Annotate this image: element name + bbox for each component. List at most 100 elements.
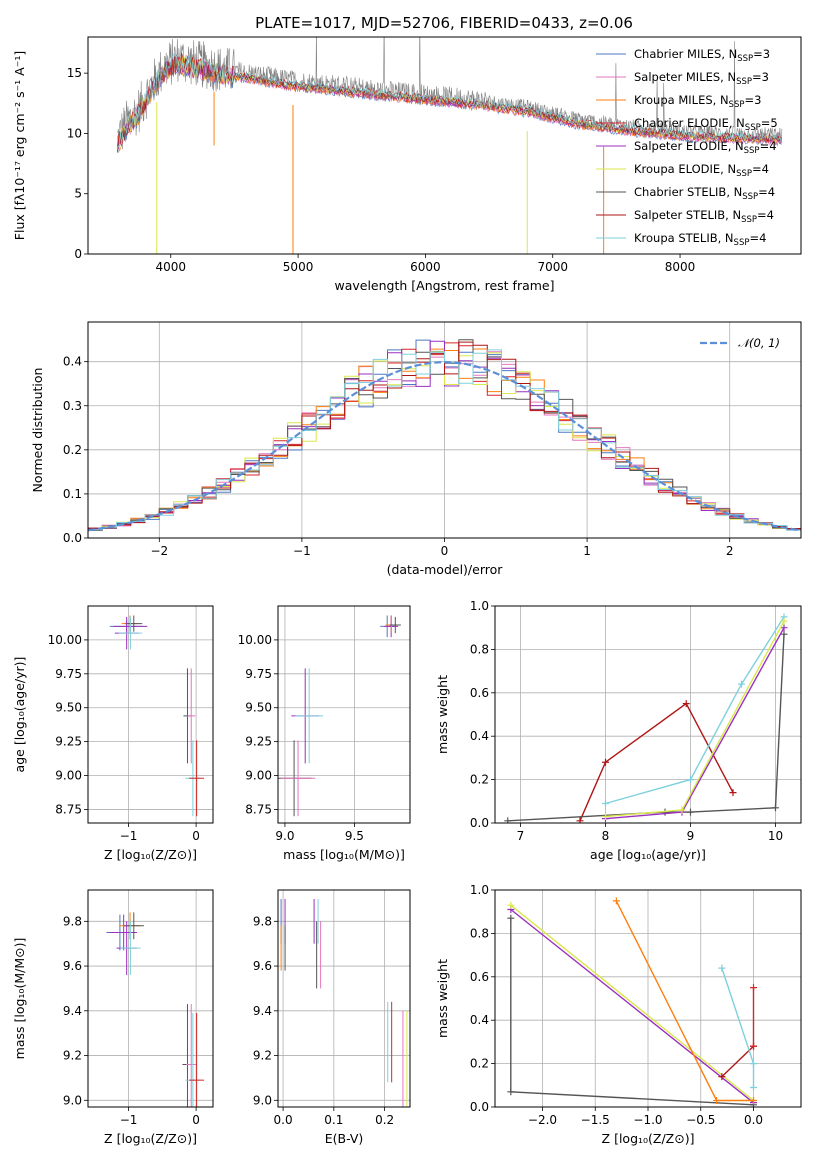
legend-name: Chabrier STELIB, N [634, 185, 742, 199]
weight-marker [750, 1060, 758, 1068]
legend-sub: SSP [729, 100, 745, 110]
legend-entry: Kroupa MILES, NSSP=3 [634, 93, 761, 110]
y-tick-label: 0.0 [470, 816, 489, 830]
y-axis-label: age [log₁₀(age/yr)] [12, 657, 27, 773]
axes-frame [494, 889, 802, 1108]
x-tick-label: 7000 [537, 260, 568, 274]
plot-area-mass_vs_Z [106, 912, 205, 1107]
plot-area-age_vs_Z [109, 615, 205, 817]
y-tick-label: 0.8 [470, 926, 489, 940]
y-tick-label: 15 [67, 66, 82, 80]
axes-frame [87, 889, 214, 1108]
weight-marker [718, 1073, 726, 1081]
weight-line-salpeter-elodie [605, 627, 785, 820]
weight-marker [504, 817, 512, 823]
legend-name: Kroupa MILES, N [634, 93, 729, 107]
x-axis-label: Z [log₁₀(Z/Z⊙)] [104, 1131, 197, 1146]
y-tick-label: 0.6 [470, 686, 489, 700]
y-tick-label: 9.50 [245, 701, 272, 715]
legend-name: Salpeter MILES, N [634, 70, 736, 84]
x-tick-label: −1.5 [581, 1113, 610, 1127]
x-tick-label: 7 [517, 829, 525, 843]
y-tick-label: 0.4 [470, 1013, 489, 1027]
weight-marker [612, 897, 620, 905]
x-tick-label: −1 [120, 1113, 138, 1127]
legend-nssp: =4 [758, 185, 775, 199]
x-axis-label: E(B-V) [325, 1131, 364, 1146]
weight-marker [687, 776, 694, 784]
y-tick-label: 9.6 [253, 959, 272, 973]
y-tick-label: 0 [74, 247, 82, 261]
weight-line-salpeter-elodie [510, 908, 754, 1104]
weight-marker [713, 1096, 721, 1104]
weight-marker [576, 817, 584, 823]
legend-name: Chabrier ELODIE, N [634, 116, 745, 130]
weight-marker [729, 789, 737, 797]
axes-frame [277, 605, 411, 824]
legend-sub: SSP [745, 123, 761, 133]
legend-entry: Kroupa STELIB, NSSP=4 [634, 231, 766, 248]
x-tick-label: 9 [687, 829, 695, 843]
axes-frame [87, 36, 802, 255]
y-tick-label: 0.4 [63, 355, 82, 369]
x-tick-label: 0.2 [375, 1113, 394, 1127]
y-tick-label: 9.00 [55, 769, 82, 783]
x-tick-label: 0 [192, 1113, 200, 1127]
x-tick-label: 5000 [283, 260, 314, 274]
x-tick-label: 0 [441, 544, 449, 558]
legend-sub: SSP [734, 238, 750, 248]
legend-sub: SSP [741, 215, 757, 225]
legend-nssp: =3 [752, 70, 769, 84]
y-tick-label: 9.25 [245, 735, 272, 749]
y-tick-label: 9.0 [63, 1093, 82, 1107]
legend-nssp: =4 [757, 208, 774, 222]
legend-name: Salpeter STELIB, N [634, 208, 741, 222]
plot-area-mass_vs_EBV [280, 898, 408, 1107]
x-tick-label: 0.1 [324, 1113, 343, 1127]
legend-entry: Salpeter STELIB, NSSP=4 [634, 208, 774, 225]
legend-nssp: =4 [749, 231, 766, 245]
y-axis-label: mass [log₁₀(M/M⊙)] [12, 938, 27, 1060]
plot-area-mass_weight_vs_Z [507, 897, 758, 1107]
panel-age_vs_mass: 9.0 9.5 8.75 9.00 9.25 9.50 9.75 10.00 mass [log… [238, 605, 411, 862]
weight-marker [507, 901, 515, 909]
legend-entry: Salpeter ELODIE, NSSP=4 [634, 139, 777, 156]
legend-entry: 𝒩(0, 1) [738, 336, 780, 350]
weight-marker [750, 984, 758, 992]
legend-name: Chabrier MILES, N [634, 47, 737, 61]
weight-marker [602, 758, 609, 766]
panel-mass_vs_EBV: 0.0 0.1 0.2 9.0 9.2 9.4 9.6 9.8 E(B-V) [253, 889, 411, 1146]
legend-entry: Chabrier ELODIE, NSSP=5 [634, 116, 778, 133]
legend-name: Kroupa STELIB, N [634, 231, 734, 245]
legend-name: Salpeter ELODIE, N [634, 139, 744, 153]
y-tick-label: 0.2 [63, 443, 82, 457]
x-tick-label: 4000 [155, 260, 186, 274]
legend-entry: Chabrier STELIB, NSSP=4 [634, 185, 775, 202]
y-tick-label: 0.2 [470, 1057, 489, 1071]
x-tick-label: 8000 [665, 260, 696, 274]
axes-frame [494, 605, 802, 824]
model-line-salpeter-stelib [116, 53, 782, 149]
weight-line-salpeter-stelib [721, 1045, 754, 1078]
weight-marker [507, 1088, 515, 1096]
y-tick-label: 9.75 [55, 667, 82, 681]
y-tick-label: 9.75 [245, 667, 272, 681]
panel-mass_vs_Z: −1 0 9.0 9.2 9.4 9.6 9.8 Z [log₁₀(Z/Z⊙)] mass [l… [12, 889, 214, 1146]
legend-entry: Chabrier MILES, NSSP=3 [634, 47, 770, 64]
axes-frame [87, 321, 802, 539]
weight-marker [750, 1083, 758, 1091]
y-tick-label: 9.8 [253, 914, 272, 928]
y-tick-label: 10.00 [238, 633, 272, 647]
x-tick-label: 10 [768, 829, 783, 843]
legend-sub: SSP [736, 169, 752, 179]
legend-sub: SSP [737, 54, 753, 64]
weight-marker [507, 914, 515, 922]
x-tick-label: −0.5 [686, 1113, 715, 1127]
x-axis-label: mass [log₁₀(M/M⊙)] [283, 847, 405, 862]
x-tick-label: −2 [150, 544, 168, 558]
y-axis-label: mass weight [435, 675, 450, 754]
y-tick-label: 0.8 [470, 642, 489, 656]
weight-marker [602, 812, 609, 820]
y-tick-label: 1.0 [470, 883, 489, 897]
figure-title: PLATE=1017, MJD=52706, FIBERID=0433, z=0… [255, 14, 633, 32]
